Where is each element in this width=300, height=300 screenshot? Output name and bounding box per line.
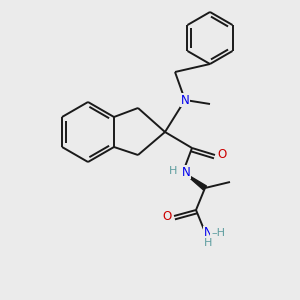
Text: O: O [162, 209, 172, 223]
Text: N: N [204, 226, 212, 239]
Text: N: N [181, 94, 189, 106]
Text: H: H [169, 166, 177, 176]
Polygon shape [183, 172, 206, 190]
Text: –H: –H [211, 228, 225, 238]
Text: H: H [204, 238, 212, 248]
Text: O: O [218, 148, 226, 161]
Text: N: N [182, 166, 190, 178]
